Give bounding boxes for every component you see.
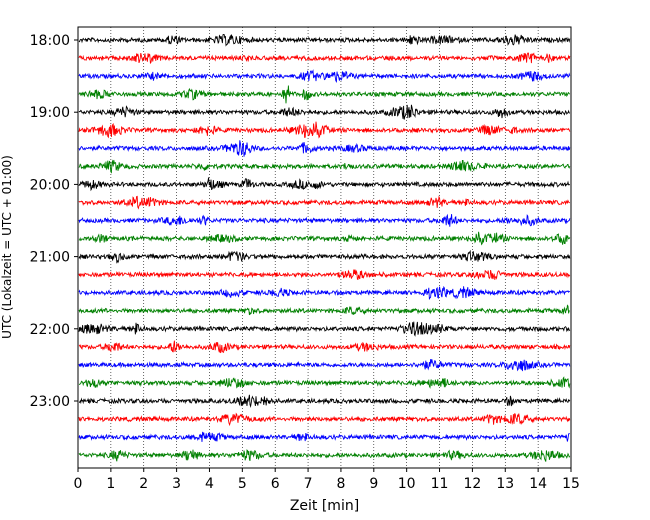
x-tick-label: 4 — [205, 476, 214, 492]
x-tick-label: 8 — [336, 476, 345, 492]
trace-2315 — [78, 412, 571, 427]
trace-2300 — [79, 394, 571, 408]
y-axis-label: UTC (Lokalzeit = UTC + 01:00) — [0, 155, 14, 339]
trace-2230 — [78, 359, 571, 372]
trace-2030 — [78, 213, 571, 227]
seismic-traces — [78, 34, 571, 462]
y-tick-label: 21:00 — [30, 250, 70, 266]
trace-2000 — [78, 177, 571, 192]
y-tick-label: 18:00 — [30, 33, 70, 49]
trace-2245 — [78, 376, 571, 389]
y-axis-ticks: 18:00 19:00 20:00 21:00 22:00 23:00 — [30, 33, 78, 410]
trace-2200 — [78, 321, 571, 337]
x-tick-label: 13 — [496, 476, 514, 492]
x-axis-ticks: 0 1 2 3 4 5 6 7 8 9 10 11 12 13 14 15 — [74, 468, 580, 492]
x-tick-label: 6 — [271, 476, 280, 492]
trace-2015 — [78, 195, 571, 210]
trace-1900 — [78, 104, 570, 120]
trace-1930 — [78, 140, 571, 157]
trace-2045 — [78, 231, 571, 246]
trace-2145 — [78, 304, 570, 316]
x-tick-label: 0 — [74, 476, 83, 492]
trace-1830 — [78, 69, 571, 83]
trace-1800 — [78, 34, 571, 47]
x-tick-label: 1 — [106, 476, 115, 492]
y-tick-label: 22:00 — [30, 322, 70, 338]
trace-1815 — [78, 52, 571, 65]
x-tick-label: 9 — [369, 476, 378, 492]
trace-1945 — [78, 159, 571, 174]
x-tick-label: 11 — [431, 476, 449, 492]
x-tick-label: 7 — [304, 476, 313, 492]
trace-2100 — [78, 249, 571, 264]
x-tick-label: 3 — [172, 476, 181, 492]
trace-2330 — [78, 431, 571, 442]
trace-2345 — [78, 449, 571, 462]
x-tick-label: 12 — [463, 476, 481, 492]
trace-1845 — [78, 85, 571, 104]
y-tick-label: 19:00 — [30, 105, 70, 121]
plot-frame — [77, 26, 572, 469]
x-axis-label: Zeit [min] — [290, 498, 359, 514]
x-tick-label: 10 — [398, 476, 416, 492]
x-tick-label: 5 — [238, 476, 247, 492]
trace-1915 — [78, 121, 571, 139]
y-tick-label: 20:00 — [30, 177, 70, 193]
x-tick-label: 15 — [562, 476, 580, 492]
trace-2130 — [78, 285, 570, 300]
x-tick-label: 2 — [139, 476, 148, 492]
trace-2115 — [78, 269, 571, 280]
x-tick-label: 14 — [529, 476, 547, 492]
y-tick-label: 23:00 — [30, 394, 70, 410]
trace-2215 — [78, 340, 571, 354]
